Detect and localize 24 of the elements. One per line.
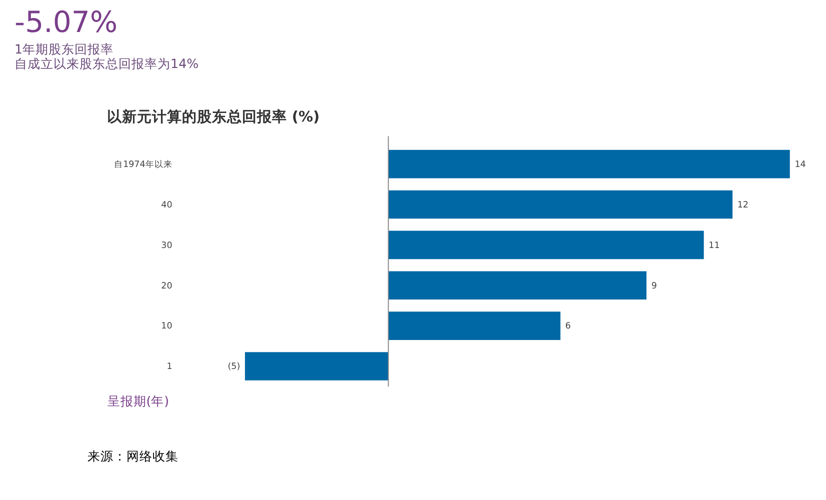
bar: [244, 352, 388, 380]
chart-title: -5.07%: [14, 5, 118, 40]
y-tick-label: 自1974年以来: [114, 158, 172, 170]
bar: [388, 150, 790, 178]
text: 以新元计算的股东总回报率 (%): [106, 108, 320, 126]
source-note: 来源：网络收集: [87, 448, 178, 464]
data-label: (5): [228, 362, 240, 372]
y-tick-label: 20: [161, 281, 172, 292]
data-label: 14: [794, 160, 806, 170]
data-label: 12: [737, 200, 748, 210]
text: 1年期股东回报率: [14, 42, 114, 57]
bar: [388, 230, 704, 260]
y-tick-label: 10: [161, 322, 172, 332]
bar: [388, 190, 733, 219]
y-tick-label: 30: [161, 240, 172, 251]
bar: [388, 312, 560, 340]
y-tick-label: 1: [166, 362, 172, 372]
data-label: 6: [565, 322, 571, 332]
data-label: 11: [708, 240, 720, 251]
bar: [388, 271, 646, 300]
y-tick-label: 40: [161, 200, 172, 210]
text: 自成立以来股东总回报率为14%: [14, 56, 199, 72]
data-label: 9: [651, 281, 657, 292]
y-axis-title: 呈报期(年): [107, 393, 170, 408]
